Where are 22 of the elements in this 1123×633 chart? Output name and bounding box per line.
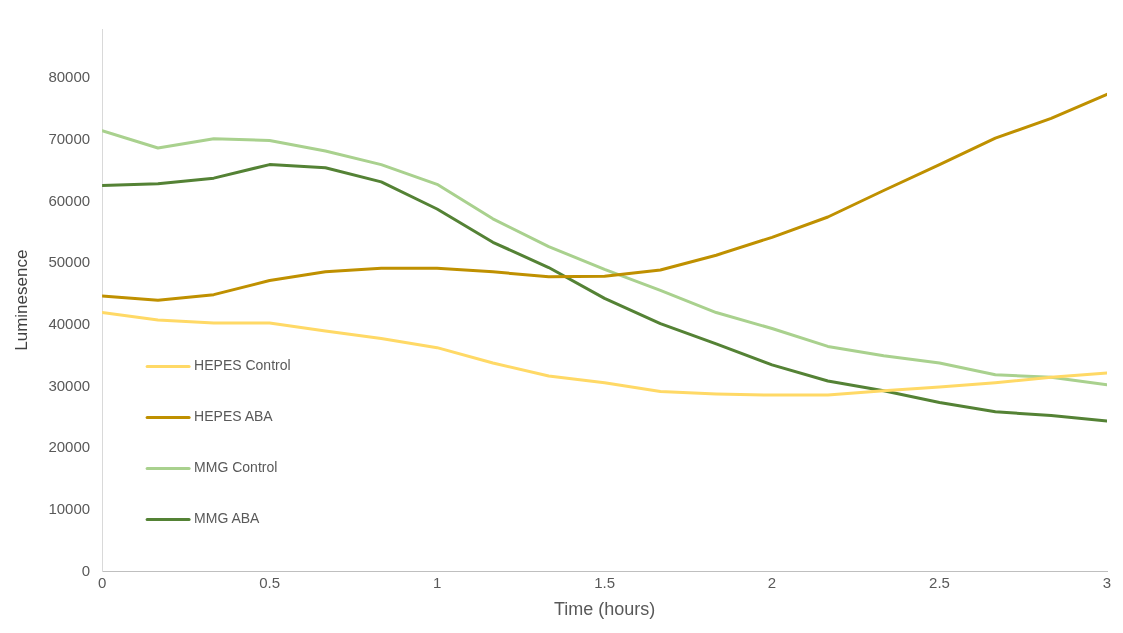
x-tick-label: 0	[97, 573, 107, 591]
y-tick-label: 80000	[48, 68, 91, 86]
legend-label: HEPES Control	[194, 357, 291, 374]
y-tick-label: 10000	[48, 499, 91, 517]
x-tick-label: 2.5	[929, 573, 950, 591]
x-tick-label: 3	[1102, 573, 1112, 591]
x-tick-label: 1	[432, 573, 442, 591]
y-tick-label: 50000	[48, 253, 91, 271]
x-axis-title: Time (hours)	[553, 599, 656, 620]
y-tick-label: 30000	[48, 376, 91, 394]
legend-label: HEPES ABA	[194, 408, 274, 425]
y-tick-label: 0	[81, 561, 91, 579]
x-tick-label: 1.5	[594, 573, 615, 591]
x-tick-label: 2	[767, 573, 777, 591]
y-tick-label: 20000	[48, 438, 91, 456]
legend-label: MMG Control	[194, 459, 278, 476]
y-tick-label: 60000	[48, 191, 91, 209]
legend-label: MMG ABA	[194, 510, 261, 527]
y-tick-label: 70000	[48, 130, 91, 148]
y-tick-label: 40000	[48, 315, 91, 332]
y-axis-title: Luminesence	[11, 249, 31, 351]
x-tick-label: 0.5	[259, 573, 281, 591]
